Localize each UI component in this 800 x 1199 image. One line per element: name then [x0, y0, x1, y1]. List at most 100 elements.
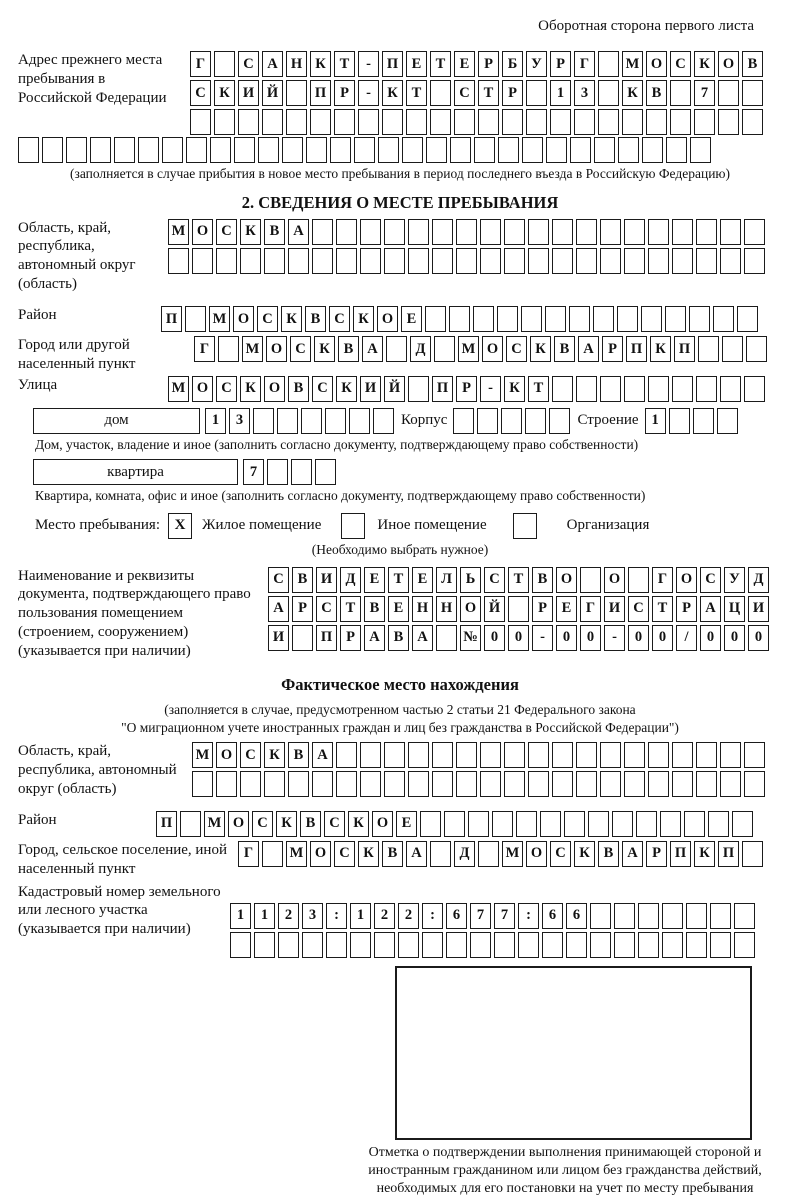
- char-box[interactable]: [708, 810, 729, 837]
- char-box[interactable]: [576, 375, 597, 402]
- char-box[interactable]: В: [364, 595, 385, 622]
- char-box[interactable]: 3: [574, 80, 595, 106]
- char-box[interactable]: О: [377, 306, 398, 333]
- char-box[interactable]: [742, 840, 763, 867]
- char-box[interactable]: [576, 771, 597, 798]
- char-box[interactable]: А: [312, 742, 333, 769]
- char-box[interactable]: [373, 407, 394, 434]
- char-box[interactable]: [552, 247, 573, 274]
- char-box[interactable]: [384, 218, 405, 245]
- char-box[interactable]: К: [382, 80, 403, 106]
- char-box[interactable]: Е: [388, 595, 409, 622]
- char-box[interactable]: [672, 742, 693, 769]
- char-box[interactable]: [349, 407, 370, 434]
- char-box[interactable]: [430, 80, 451, 106]
- char-box[interactable]: [528, 218, 549, 245]
- char-box[interactable]: [216, 247, 237, 274]
- char-box[interactable]: [470, 931, 491, 958]
- char-box[interactable]: [552, 375, 573, 402]
- char-box[interactable]: П: [316, 624, 337, 651]
- char-box[interactable]: [350, 931, 371, 958]
- char-box[interactable]: Т: [340, 595, 361, 622]
- char-box[interactable]: [526, 80, 547, 106]
- char-box[interactable]: М: [204, 810, 225, 837]
- char-box[interactable]: К: [574, 840, 595, 867]
- char-box[interactable]: 0: [508, 624, 529, 651]
- char-box[interactable]: [612, 810, 633, 837]
- char-box[interactable]: [190, 109, 211, 135]
- char-box[interactable]: С: [670, 51, 691, 77]
- char-box[interactable]: [528, 771, 549, 798]
- char-box[interactable]: 0: [556, 624, 577, 651]
- char-box[interactable]: Й: [384, 375, 405, 402]
- char-box[interactable]: [360, 771, 381, 798]
- char-box[interactable]: М: [242, 336, 263, 363]
- char-box[interactable]: [672, 247, 693, 274]
- char-box[interactable]: -: [604, 624, 625, 651]
- char-box[interactable]: [698, 336, 719, 363]
- char-box[interactable]: [713, 306, 734, 333]
- char-box[interactable]: [384, 742, 405, 769]
- char-box[interactable]: [336, 742, 357, 769]
- char-box[interactable]: [453, 407, 475, 434]
- char-box[interactable]: [546, 137, 567, 163]
- char-box[interactable]: [670, 80, 691, 106]
- char-box[interactable]: [238, 109, 259, 135]
- checkbox-organizaciya[interactable]: [512, 512, 537, 539]
- char-box[interactable]: 1: [205, 407, 226, 434]
- char-box[interactable]: [590, 931, 611, 958]
- char-box[interactable]: В: [598, 840, 619, 867]
- char-box[interactable]: А: [364, 624, 385, 651]
- char-box[interactable]: :: [422, 902, 443, 929]
- char-box[interactable]: [382, 109, 403, 135]
- char-box[interactable]: П: [718, 840, 739, 867]
- char-box[interactable]: Т: [388, 566, 409, 593]
- char-box[interactable]: [648, 247, 669, 274]
- char-box[interactable]: [660, 810, 681, 837]
- char-box[interactable]: С: [329, 306, 350, 333]
- char-box[interactable]: [686, 902, 707, 929]
- char-box[interactable]: [386, 336, 407, 363]
- char-box[interactable]: [504, 218, 525, 245]
- char-box[interactable]: Г: [574, 51, 595, 77]
- char-box[interactable]: [66, 137, 87, 163]
- char-box[interactable]: 7: [494, 902, 515, 929]
- char-box[interactable]: №: [460, 624, 481, 651]
- char-box[interactable]: Г: [190, 51, 211, 77]
- char-box[interactable]: 0: [748, 624, 769, 651]
- char-box[interactable]: [168, 247, 189, 274]
- char-box[interactable]: Т: [334, 51, 355, 77]
- char-box[interactable]: [672, 375, 693, 402]
- char-box[interactable]: М: [168, 218, 189, 245]
- char-box[interactable]: [408, 218, 429, 245]
- char-box[interactable]: [522, 137, 543, 163]
- char-box[interactable]: [600, 742, 621, 769]
- char-box[interactable]: -: [358, 51, 379, 77]
- char-box[interactable]: 0: [580, 624, 601, 651]
- char-box[interactable]: О: [526, 840, 547, 867]
- char-box[interactable]: О: [310, 840, 331, 867]
- char-box[interactable]: [696, 247, 717, 274]
- char-box[interactable]: [552, 218, 573, 245]
- char-box[interactable]: [576, 247, 597, 274]
- char-box[interactable]: В: [292, 566, 313, 593]
- char-box[interactable]: [312, 247, 333, 274]
- char-box[interactable]: В: [646, 80, 667, 106]
- char-box[interactable]: Д: [454, 840, 475, 867]
- char-box[interactable]: [636, 810, 657, 837]
- char-box[interactable]: С: [240, 742, 261, 769]
- char-box[interactable]: [672, 218, 693, 245]
- char-box[interactable]: Г: [580, 595, 601, 622]
- char-box[interactable]: И: [316, 566, 337, 593]
- char-box[interactable]: К: [336, 375, 357, 402]
- char-box[interactable]: [432, 218, 453, 245]
- char-box[interactable]: [360, 218, 381, 245]
- char-box[interactable]: [334, 109, 355, 135]
- char-box[interactable]: [648, 375, 669, 402]
- char-box[interactable]: [526, 109, 547, 135]
- char-box[interactable]: [336, 771, 357, 798]
- char-box[interactable]: [408, 375, 429, 402]
- char-box[interactable]: Т: [652, 595, 673, 622]
- char-box[interactable]: А: [362, 336, 383, 363]
- char-box[interactable]: [690, 137, 711, 163]
